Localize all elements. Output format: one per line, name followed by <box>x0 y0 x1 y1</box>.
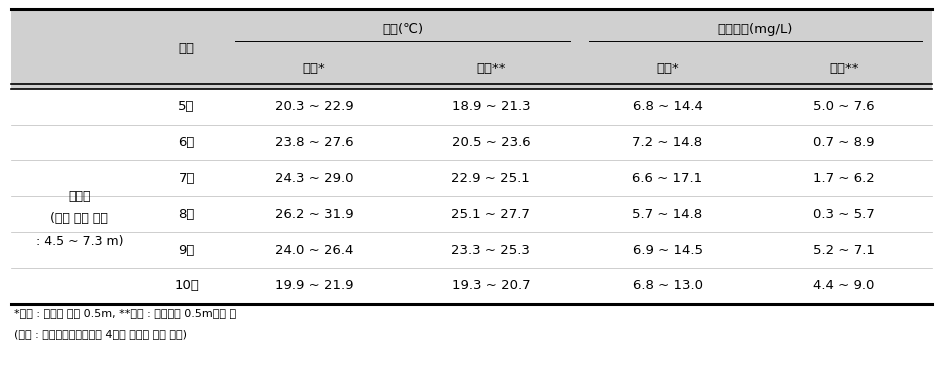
Text: 19.9 ~ 21.9: 19.9 ~ 21.9 <box>274 279 354 292</box>
Text: 9월: 9월 <box>178 243 195 257</box>
Text: 죽산보: 죽산보 <box>68 190 91 203</box>
Text: 10월: 10월 <box>174 279 199 292</box>
Text: 저층**: 저층** <box>476 62 505 75</box>
Bar <box>11 89 932 304</box>
Text: 19.3 ~ 20.7: 19.3 ~ 20.7 <box>452 279 530 292</box>
Text: 5.2 ~ 7.1: 5.2 ~ 7.1 <box>813 243 875 257</box>
Text: 26.2 ~ 31.9: 26.2 ~ 31.9 <box>274 208 354 221</box>
Text: 25.1 ~ 27.7: 25.1 ~ 27.7 <box>452 208 530 221</box>
Text: *표층 : 수표면 아래 0.5m, **저층 : 바닥에서 0.5m이상 위: *표층 : 수표면 아래 0.5m, **저층 : 바닥에서 0.5m이상 위 <box>14 308 237 318</box>
Text: 용존산소(mg/L): 용존산소(mg/L) <box>718 23 793 36</box>
Text: 기간: 기간 <box>178 42 194 55</box>
Text: 표층*: 표층* <box>656 62 679 75</box>
Text: 24.0 ~ 26.4: 24.0 ~ 26.4 <box>275 243 354 257</box>
Text: 0.3 ~ 5.7: 0.3 ~ 5.7 <box>813 208 875 221</box>
Text: 6.6 ~ 17.1: 6.6 ~ 17.1 <box>633 172 703 185</box>
Text: 5월: 5월 <box>178 100 195 113</box>
Text: 20.5 ~ 23.6: 20.5 ~ 23.6 <box>452 136 530 149</box>
Text: 22.9 ~ 25.1: 22.9 ~ 25.1 <box>452 172 530 185</box>
Text: 1.7 ~ 6.2: 1.7 ~ 6.2 <box>813 172 875 185</box>
Text: 8월: 8월 <box>178 208 195 221</box>
Bar <box>11 9 932 89</box>
Text: 5.7 ~ 14.8: 5.7 ~ 14.8 <box>633 208 703 221</box>
Text: 7.2 ~ 14.8: 7.2 ~ 14.8 <box>633 136 703 149</box>
Text: : 4.5 ~ 7.3 m): : 4.5 ~ 7.3 m) <box>36 235 124 248</box>
Text: (최고 수심 변화: (최고 수심 변화 <box>51 212 108 225</box>
Text: 6월: 6월 <box>178 136 195 149</box>
Text: 0.7 ~ 8.9: 0.7 ~ 8.9 <box>813 136 874 149</box>
Text: 6.8 ~ 14.4: 6.8 ~ 14.4 <box>633 100 703 113</box>
Text: 20.3 ~ 22.9: 20.3 ~ 22.9 <box>274 100 354 113</box>
Text: 6.8 ~ 13.0: 6.8 ~ 13.0 <box>633 279 703 292</box>
Text: 23.8 ~ 27.6: 23.8 ~ 27.6 <box>274 136 354 149</box>
Text: 18.9 ~ 21.3: 18.9 ~ 21.3 <box>452 100 530 113</box>
Text: 5.0 ~ 7.6: 5.0 ~ 7.6 <box>813 100 874 113</box>
Text: 표층*: 표층* <box>303 62 325 75</box>
Text: (출전 : 영산강물환경연구소 4대강 수심별 정밀 조사): (출전 : 영산강물환경연구소 4대강 수심별 정밀 조사) <box>14 329 187 339</box>
Text: 6.9 ~ 14.5: 6.9 ~ 14.5 <box>633 243 703 257</box>
Text: 23.3 ~ 25.3: 23.3 ~ 25.3 <box>452 243 530 257</box>
Text: 7월: 7월 <box>178 172 195 185</box>
Text: 24.3 ~ 29.0: 24.3 ~ 29.0 <box>274 172 354 185</box>
Text: 수온(℃): 수온(℃) <box>382 23 423 36</box>
Text: 4.4 ~ 9.0: 4.4 ~ 9.0 <box>813 279 874 292</box>
Text: 저층**: 저층** <box>829 62 858 75</box>
